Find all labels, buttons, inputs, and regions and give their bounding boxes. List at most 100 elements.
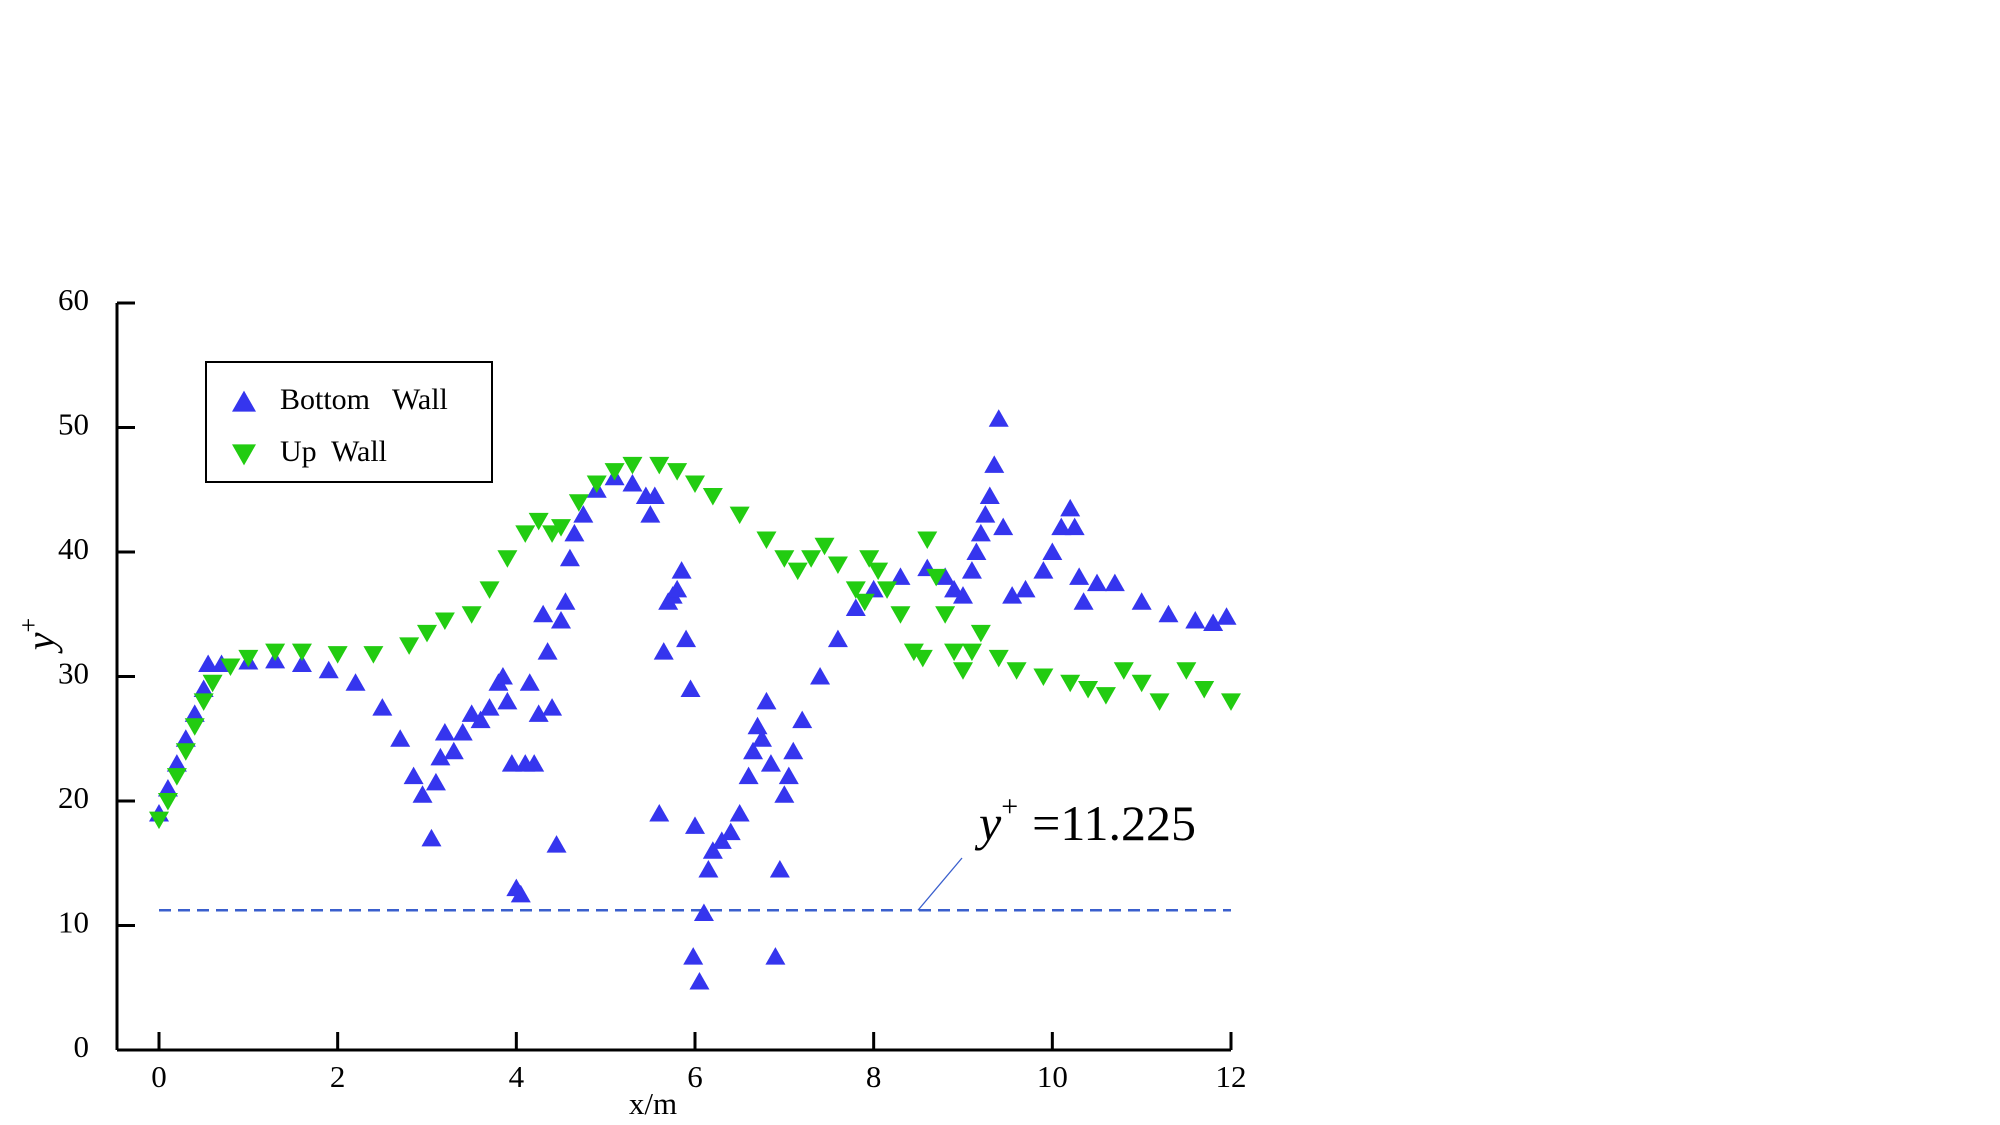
x-tick-label: 4: [509, 1059, 525, 1094]
point: [515, 525, 536, 543]
x-tick-label: 8: [866, 1059, 882, 1094]
point: [774, 550, 795, 568]
point: [993, 517, 1014, 536]
point: [953, 662, 973, 680]
point: [1194, 680, 1215, 699]
point: [863, 579, 884, 598]
point: [1131, 674, 1152, 693]
point: [551, 610, 571, 629]
legend-marker: [232, 444, 256, 466]
point: [551, 519, 571, 537]
point: [729, 803, 750, 822]
point: [698, 859, 719, 878]
point: [935, 606, 956, 624]
point: [961, 561, 982, 579]
point: [769, 859, 790, 878]
y-tick-label: 30: [58, 656, 89, 691]
point: [783, 741, 804, 760]
point: [644, 486, 665, 504]
point: [568, 494, 589, 512]
point: [827, 629, 848, 648]
point: [202, 674, 223, 693]
point: [564, 523, 585, 542]
annotation-sup: +: [1001, 790, 1018, 823]
point: [890, 567, 911, 585]
point: [497, 550, 518, 568]
point: [166, 754, 187, 772]
point: [461, 606, 482, 624]
point: [944, 643, 965, 662]
point: [756, 531, 777, 550]
point: [970, 523, 991, 542]
point: [149, 811, 169, 830]
point: [680, 679, 701, 697]
point: [743, 741, 764, 760]
point: [1221, 693, 1241, 711]
point: [912, 649, 933, 668]
y-tick-label: 60: [58, 282, 89, 317]
point: [1203, 613, 1224, 631]
point: [586, 475, 607, 494]
annotation-base: y: [974, 795, 1002, 851]
point: [877, 581, 898, 599]
y-tick-label: 0: [74, 1029, 90, 1064]
point: [693, 903, 714, 922]
x-tick-label: 2: [330, 1059, 346, 1094]
point: [524, 754, 545, 772]
point: [640, 505, 661, 523]
point: [425, 772, 446, 791]
point: [1042, 542, 1063, 560]
point: [399, 637, 420, 655]
y-tick-label: 20: [58, 780, 89, 815]
point: [1069, 567, 1090, 585]
point: [917, 531, 938, 550]
point: [412, 785, 433, 803]
point: [988, 649, 1009, 668]
point: [542, 698, 563, 716]
point: [720, 822, 741, 841]
point: [1216, 607, 1237, 625]
point: [729, 506, 750, 525]
point: [220, 658, 241, 677]
point: [1002, 586, 1023, 604]
point: [1073, 592, 1094, 610]
point: [157, 779, 178, 797]
point: [1006, 662, 1027, 680]
point: [787, 562, 808, 581]
point: [528, 512, 549, 531]
x-tick-label: 10: [1037, 1059, 1068, 1094]
point: [778, 766, 799, 785]
point: [1158, 604, 1179, 623]
x-tick-label: 12: [1216, 1059, 1247, 1094]
point: [810, 667, 831, 685]
point: [497, 691, 518, 710]
point: [814, 537, 835, 556]
point: [859, 550, 880, 568]
point: [519, 673, 540, 691]
point: [452, 723, 473, 741]
point: [265, 643, 286, 662]
point: [845, 581, 866, 599]
point: [801, 550, 822, 568]
point: [184, 704, 205, 722]
x-tick-label: 6: [687, 1059, 703, 1094]
point: [667, 579, 688, 598]
point: [537, 642, 558, 660]
point: [559, 548, 580, 567]
y-axis-label: y+: [14, 618, 63, 654]
point: [975, 505, 996, 523]
point: [510, 884, 531, 903]
point: [492, 667, 513, 685]
point: [193, 679, 214, 697]
point: [890, 606, 911, 624]
point: [702, 841, 723, 859]
point: [774, 785, 795, 803]
point: [756, 691, 777, 710]
annotation-text: =11.225: [1032, 795, 1196, 851]
point: [966, 542, 987, 560]
point: [604, 463, 625, 481]
y-tick-label: 40: [58, 531, 89, 566]
y-axis-label-base: y: [18, 632, 63, 654]
point: [443, 741, 464, 760]
